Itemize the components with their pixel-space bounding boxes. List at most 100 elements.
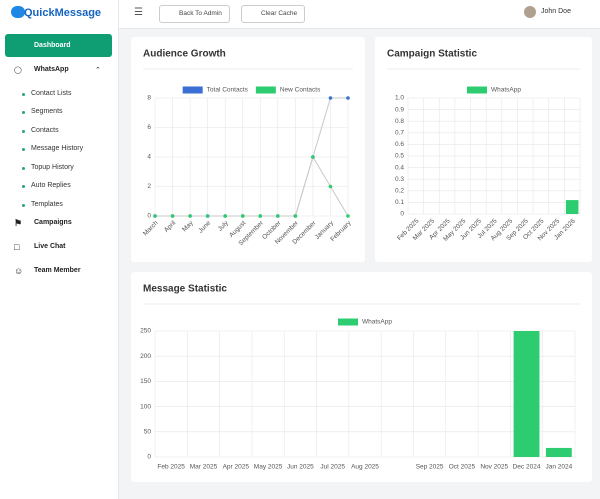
menu-sub-item[interactable]: Segments [31,108,63,115]
menu-item[interactable]: Team Member [34,267,81,274]
cache-button[interactable]: Clear Cache [241,5,306,23]
y-tick-label: 0.4 [395,164,404,171]
x-tick-label: Jun 2025 [287,464,314,471]
bar [565,200,579,214]
y-tick-label: 0 [147,454,151,461]
y-tick-label: 50 [144,429,152,436]
point [311,155,315,159]
chart-title: Audience Growth [143,49,226,60]
y-tick-label: 0.6 [395,141,404,148]
menu-sub-item[interactable]: Topup History [31,164,74,171]
bullet [22,167,25,170]
x-tick-label: April [163,219,178,234]
menu-sub-item[interactable]: Auto Replies [31,182,71,189]
y-tick-label: 8 [147,95,151,102]
menu-item[interactable]: Live Chat [34,243,66,250]
x-tick-label: Dec 2024 [513,464,541,471]
point [258,214,263,218]
legend-label: WhatsApp [491,87,521,94]
active-item-bg [5,34,112,57]
x-tick-label: Mar 2025 [190,464,218,471]
bar [513,331,540,457]
chart-card: Audience Growth 0 2 4 6 8 March April May June Jul… [131,37,365,262]
x-tick-label: Apr 2025 [223,464,250,471]
point [276,214,280,218]
point [188,214,192,218]
point [328,184,333,189]
bullet [22,111,25,114]
menu-item[interactable]: Dashboard [34,42,71,49]
x-tick-label: Feb 2025 [157,464,185,471]
chart: Audience Growth 0 2 4 6 8 March April May June Jul… [142,49,353,247]
y-tick-label: 0 [400,211,404,218]
legend-label: WhatsApp [362,319,392,326]
y-tick-label: 0.3 [395,176,404,183]
bullet [22,148,25,151]
chevron: ⌃ [95,67,101,74]
x-tick-label: March [142,219,160,237]
y-tick-label: 250 [140,328,151,335]
point [205,214,210,218]
icon: ⚑ [14,218,23,228]
bullet [22,130,25,133]
menu-sub-item[interactable]: Contacts [31,127,59,134]
point [293,214,298,218]
bullet [22,185,25,188]
y-tick-label: 0.5 [395,153,404,160]
x-tick-label: Jan 2024 [545,464,572,471]
x-tick-label: May [181,219,195,233]
chart-title: Campaign Statistic [387,49,477,60]
y-tick-label: 1.0 [395,95,404,102]
bullet [22,93,25,96]
y-tick-label: 0.9 [395,106,404,113]
point [346,96,350,100]
menu-item[interactable]: Campaigns [34,219,72,226]
x-tick-label: Nov 2025 [480,464,508,471]
y-tick-label: 0.7 [395,130,404,137]
sidebar: QuickMessage Dashboard WhatsApp ◯ ⌃ Cont… [0,0,119,499]
chart: Campaign Statistic 0 0.1 0.2 0.3 0.4 0.5 0.6 0.7… [387,49,581,243]
x-tick-label: May 2025 [254,464,283,471]
legend-swatch [255,86,276,94]
user-name[interactable]: John Doe [541,8,571,15]
chart: Message Statistic 0 50 100 150 200 250 Feb 2025… [140,284,580,471]
brand[interactable]: QuickMessage [24,7,102,19]
menu-sub-item[interactable]: Message History [31,145,84,152]
legend-label: New Contacts [280,87,321,94]
y-tick-label: 150 [140,378,151,385]
menu-toggle[interactable]: ☰ [134,7,143,18]
x-tick-label: July [217,219,231,233]
icon: ☺ [14,266,24,276]
x-tick-label: June [197,219,212,234]
legend-label: Total Contacts [207,87,249,94]
icon: ◯ [14,67,22,74]
y-tick-label: 2 [147,183,151,190]
menu-sub-item[interactable]: Templates [31,201,63,208]
avatar[interactable] [524,6,536,18]
legend-swatch [182,86,203,94]
point [170,214,175,218]
topbar: ☰ Back To Admin Clear Cache John Doe [119,0,600,29]
y-tick-label: 6 [147,124,151,131]
back-button[interactable]: Back To Admin [159,5,230,23]
y-tick-label: 100 [140,403,151,410]
bar [545,447,572,457]
y-tick-label: 200 [140,353,151,360]
x-tick-label: Oct 2025 [449,464,476,471]
point [153,214,157,218]
line [155,155,349,217]
legend-swatch [338,318,358,326]
point [240,214,245,218]
chart-card: Message Statistic 0 50 100 150 200 250 Feb 2025… [131,272,592,482]
point [223,214,227,218]
y-tick-label: 0 [147,213,151,220]
bullet [22,204,25,207]
point [346,214,350,218]
y-tick-label: 0.2 [395,188,404,195]
x-tick-label: Aug 2025 [351,464,379,471]
y-tick-label: 0.1 [395,199,404,206]
y-tick-label: 4 [147,154,151,161]
menu-sub-item[interactable]: Contact Lists [31,90,72,97]
menu-item[interactable]: WhatsApp [34,66,69,73]
